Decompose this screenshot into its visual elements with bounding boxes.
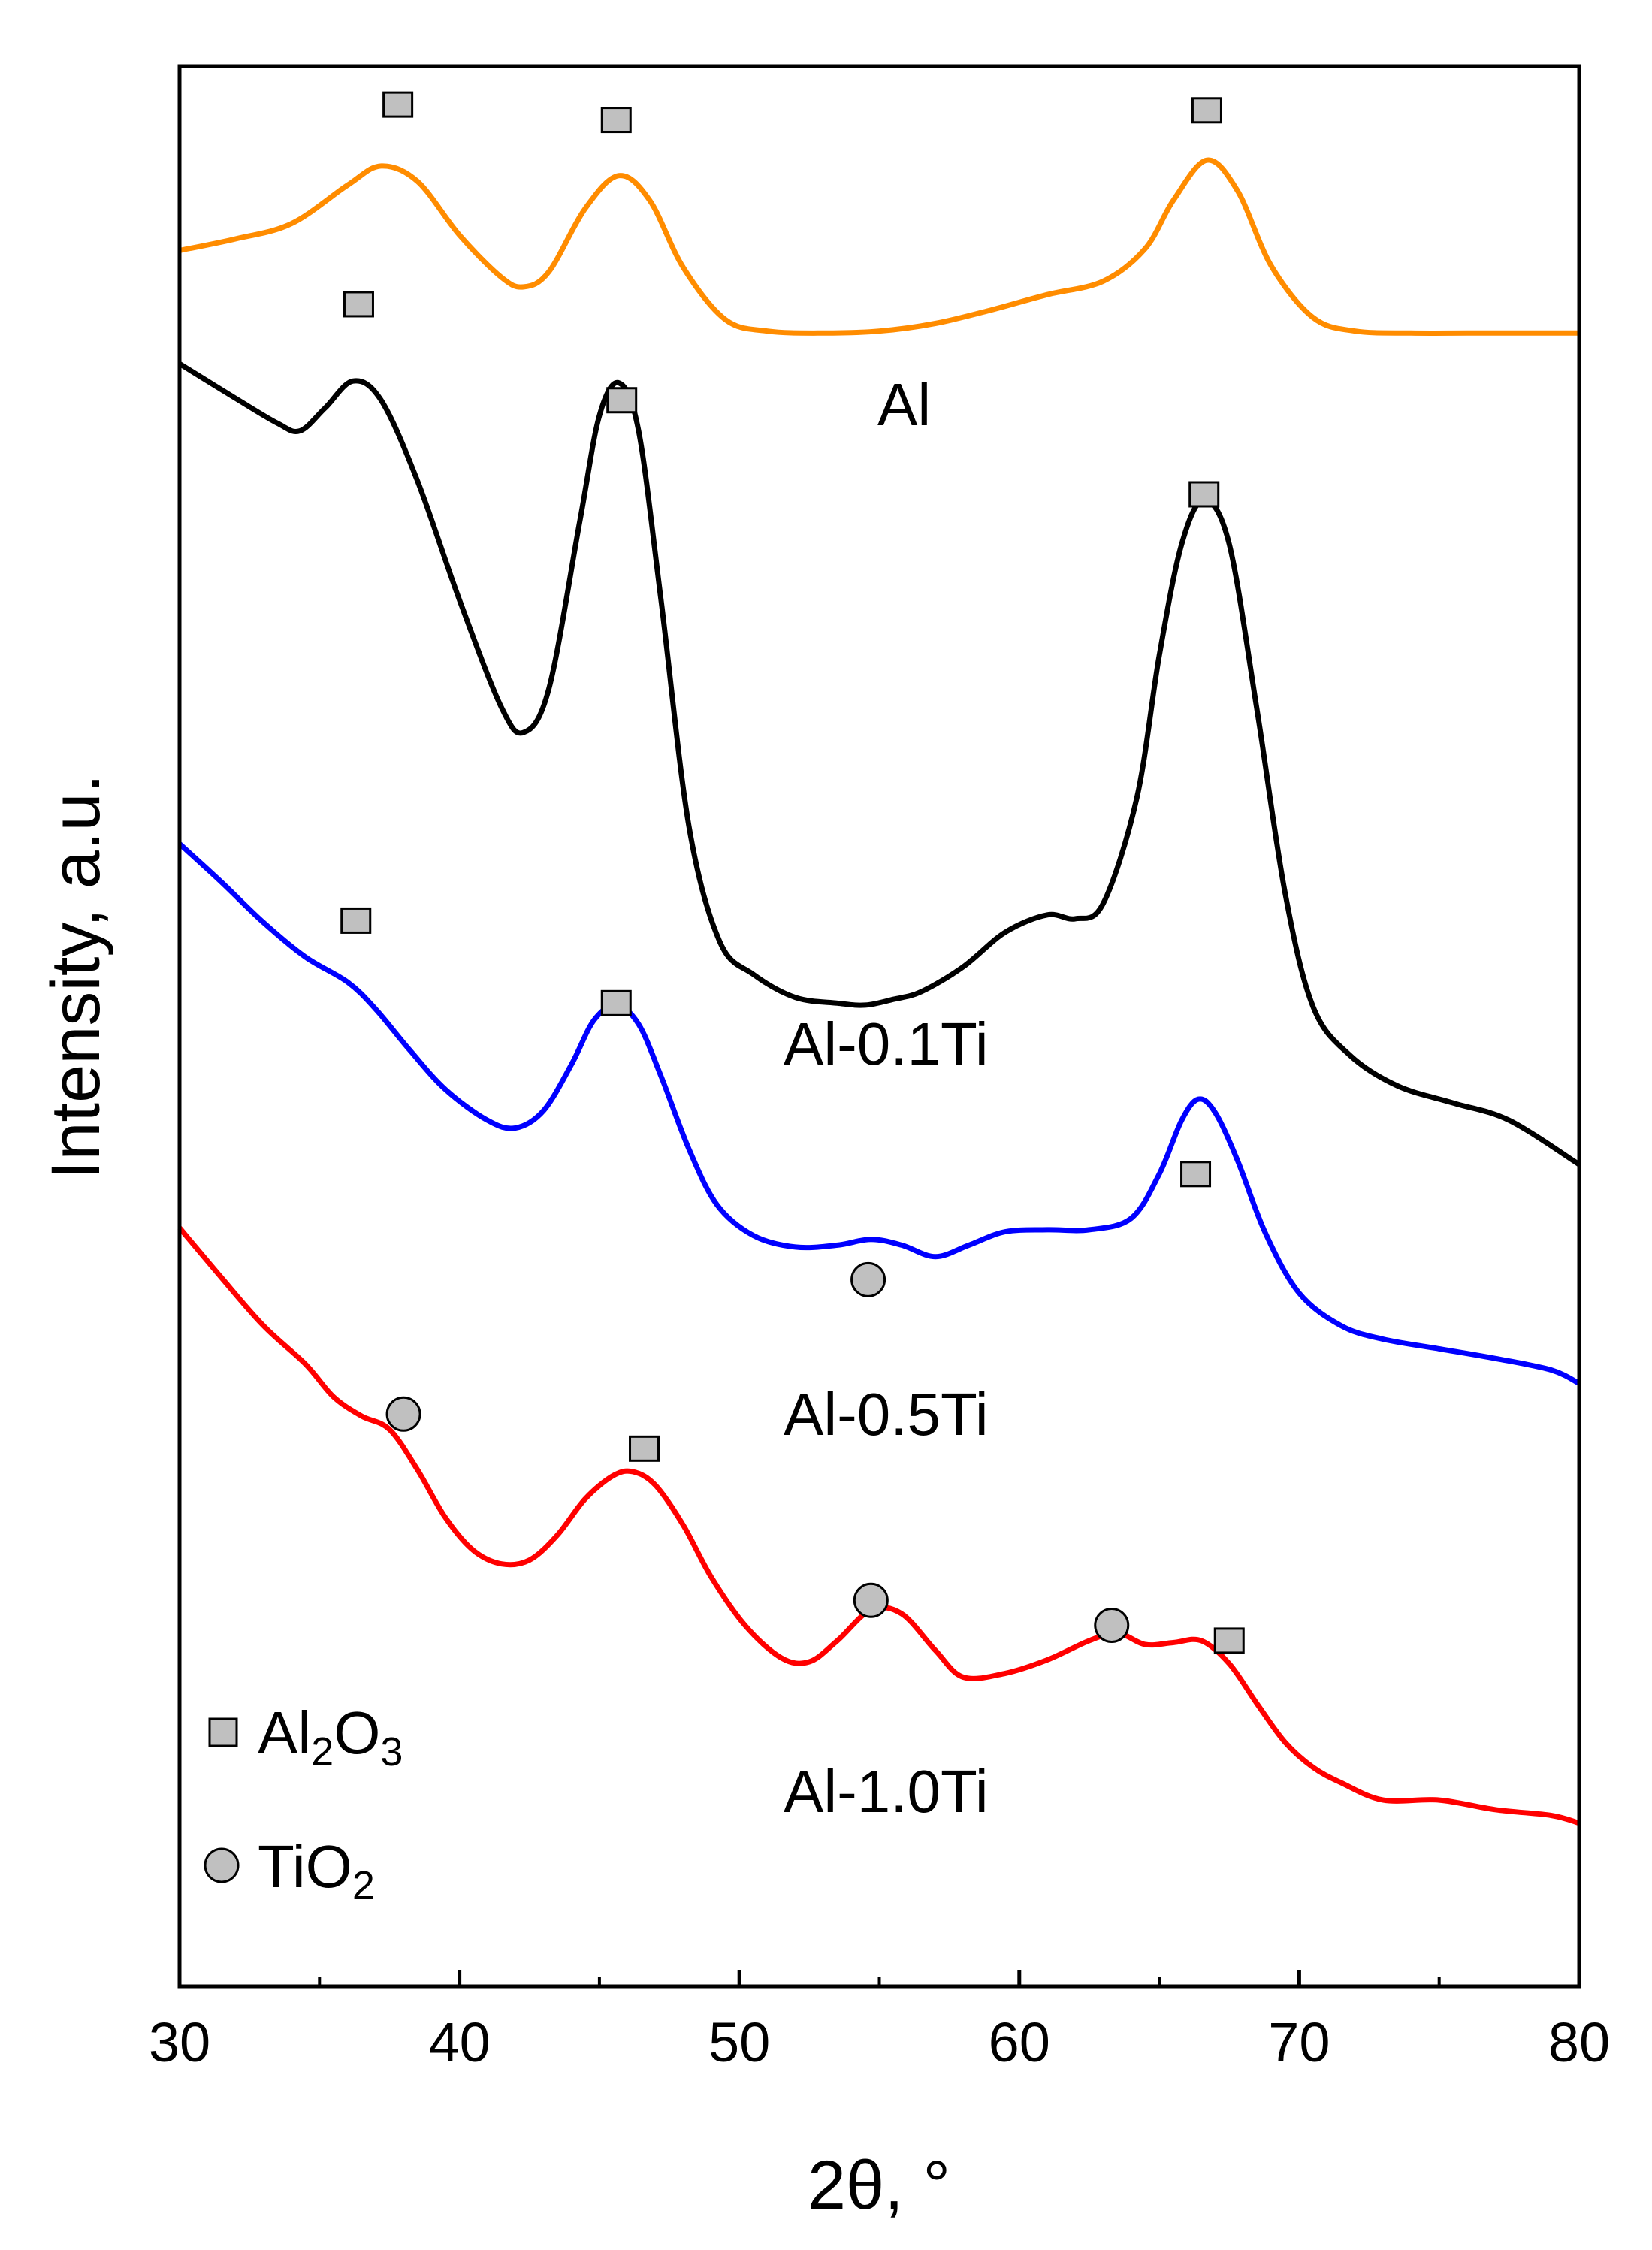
peak-marker-al2o3-al-0-1ti bbox=[606, 387, 638, 414]
peak-marker-al2o3-al-1-0ti bbox=[629, 1435, 660, 1462]
peak-marker-tio2-al-1-0ti bbox=[853, 1582, 889, 1618]
peak-marker-al2o3-al bbox=[1191, 97, 1222, 124]
series-layer bbox=[177, 157, 1581, 1826]
series-line-al-1-0ti bbox=[177, 1226, 1581, 1826]
legend-al2o3-mid: O bbox=[334, 1699, 380, 1766]
y-axis-title: Intensity, a.u. bbox=[38, 774, 114, 1179]
x-tick-label-40: 40 bbox=[428, 2011, 490, 2073]
peak-marker-al2o3-al-0-5ti bbox=[340, 907, 372, 934]
legend-tio2-sub1: 2 bbox=[352, 1863, 375, 1908]
legend-tio2-marker bbox=[204, 1847, 240, 1883]
legend-al2o3-marker bbox=[208, 1717, 238, 1747]
legend-al2o3-label: Al2O3 bbox=[258, 1699, 403, 1774]
peak-marker-al2o3-al-1-0ti bbox=[1213, 1627, 1245, 1654]
x-tick-label-30: 30 bbox=[149, 2011, 210, 2073]
legend-al2o3-base: Al bbox=[258, 1699, 311, 1766]
x-axis-ticks: 30 40 50 60 70 80 bbox=[149, 1970, 1610, 2073]
legend-tio2-label: TiO2 bbox=[258, 1833, 375, 1908]
x-tick-label-50: 50 bbox=[708, 2011, 770, 2073]
peak-marker-al2o3-al-0-1ti bbox=[1188, 481, 1220, 508]
x-axis-title: 2θ, ° bbox=[808, 2147, 950, 2224]
series-label-al-0-5ti: Al-0.5Ti bbox=[784, 1381, 989, 1448]
series-line-al-0-5ti bbox=[177, 841, 1581, 1386]
peak-marker-al2o3-al-0-5ti bbox=[1180, 1161, 1212, 1188]
x-tick-label-60: 60 bbox=[989, 2011, 1050, 2073]
legend-tio2-base: TiO bbox=[258, 1833, 352, 1900]
legend: Al2O3 TiO2 bbox=[204, 1699, 403, 1908]
legend-al2o3-sub2: 3 bbox=[380, 1729, 403, 1774]
series-label-al-1-0ti: Al-1.0Ti bbox=[784, 1758, 989, 1825]
peak-marker-tio2-al-0-5ti bbox=[850, 1261, 886, 1297]
series-line-al-0-1ti bbox=[178, 361, 1581, 1167]
peak-marker-tio2-al-1-0ti bbox=[385, 1396, 421, 1432]
peak-marker-tio2-al-1-0ti bbox=[1094, 1607, 1130, 1643]
peak-marker-al2o3-al-0-1ti bbox=[343, 291, 374, 318]
series-label-al: Al bbox=[877, 371, 931, 438]
x-tick-label-70: 70 bbox=[1268, 2011, 1330, 2073]
peak-marker-al2o3-al bbox=[382, 91, 414, 118]
marker-layer bbox=[340, 91, 1245, 1654]
series-line-al bbox=[179, 157, 1579, 336]
legend-al2o3-sub1: 2 bbox=[311, 1729, 334, 1774]
peak-marker-al2o3-al bbox=[600, 107, 632, 134]
series-label-al-0-1ti: Al-0.1Ti bbox=[784, 1010, 989, 1077]
x-tick-label-80: 80 bbox=[1548, 2011, 1610, 2073]
peak-marker-al2o3-al-0-5ti bbox=[600, 989, 632, 1016]
